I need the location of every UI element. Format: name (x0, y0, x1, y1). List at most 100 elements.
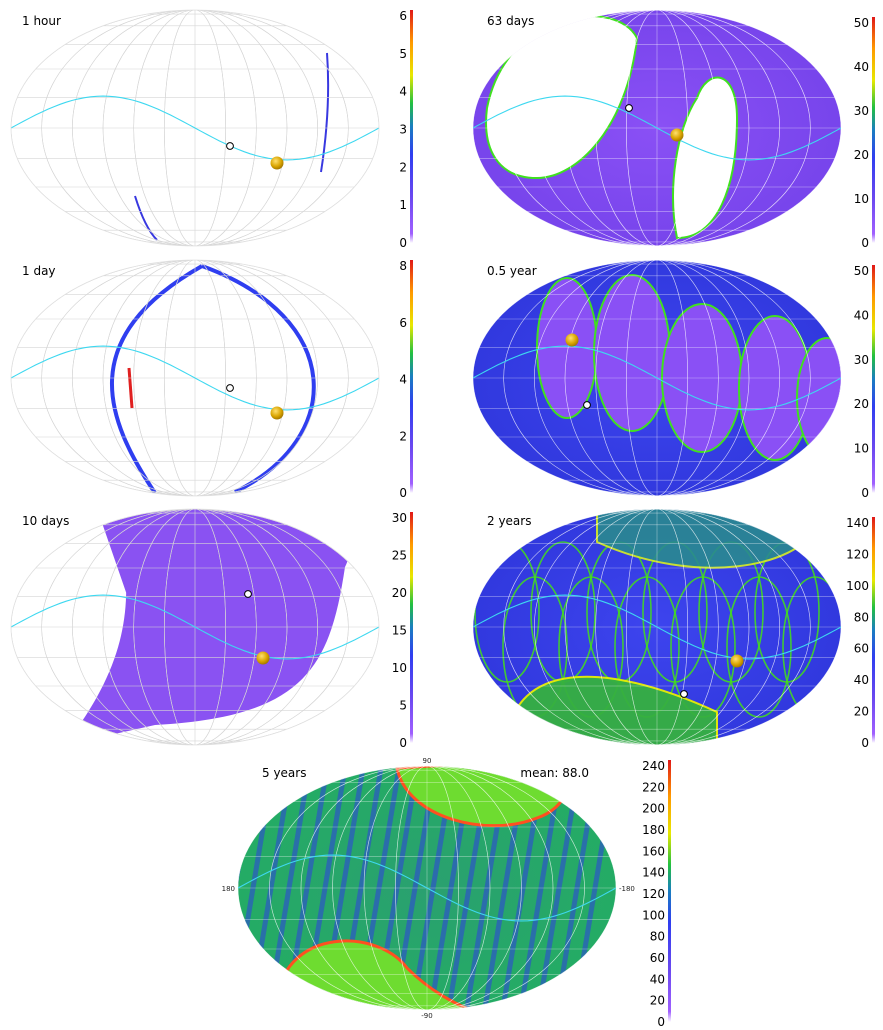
colorbar-tick-label: 200 (642, 802, 665, 816)
colorbar-tick-label: 10 (854, 192, 869, 206)
colorbar-tick-label: 120 (642, 887, 665, 901)
colorbar-tick-label: 0 (399, 736, 407, 750)
colorbar-tick-label: 240 (642, 759, 665, 773)
colorbar-tick-label: 0 (399, 486, 407, 500)
colorbar-tick-label: 60 (650, 951, 665, 965)
colorbar-tick-label: 220 (642, 780, 665, 794)
colorbar-tick-label: 5 (399, 699, 407, 713)
colorbar-tick-label: 140 (642, 866, 665, 880)
sky-map-p2: 63 days (473, 10, 841, 246)
colorbar-tick-label: 20 (854, 148, 869, 162)
coverage-ring (796, 337, 841, 459)
colorbar-tick-label: 3 (399, 123, 407, 137)
colorbar-tick-label: 60 (854, 642, 869, 656)
colorbar-gradient (872, 517, 875, 743)
colorbar-tick-label: 20 (854, 397, 869, 411)
axis-label-bottom: -90 (421, 1012, 432, 1020)
earth-marker (226, 142, 234, 150)
colorbar-gradient (668, 760, 671, 1022)
colorbar-tick-label: 0 (861, 486, 869, 500)
sky-map-p3: 1 day (10, 259, 380, 497)
sky-map-outline (10, 259, 380, 497)
sky-map-p6: 2 years (473, 509, 841, 745)
colorbar-tick-label: 140 (846, 516, 869, 530)
sky-map-body (473, 10, 841, 246)
earth-marker (226, 384, 234, 392)
earth-marker (244, 590, 252, 598)
sun-marker (256, 651, 270, 665)
sky-map-body (473, 260, 841, 496)
colorbar-p4: 0 10 20 30 40 50 (854, 264, 875, 500)
colorbar-tick-label: 40 (650, 972, 665, 986)
colorbar-tick-label: 20 (392, 586, 407, 600)
colorbar-tick-label: 1 (399, 198, 407, 212)
sky-map-body (11, 509, 379, 745)
axis-label-left: 180 (222, 885, 235, 893)
panel-label: 2 years (487, 514, 531, 528)
sky-map-outline (10, 508, 380, 746)
colorbar-tick-label: 30 (854, 104, 869, 118)
colorbar-tick-label: 160 (642, 844, 665, 858)
colorbar-tick-label: 25 (392, 549, 407, 563)
colorbar-tick-label: 4 (399, 373, 407, 387)
colorbar-tick-label: 10 (392, 661, 407, 675)
colorbar-gradient (872, 265, 875, 493)
colorbar-tick-label: 6 (399, 9, 407, 23)
colorbar-tick-label: 0 (657, 1015, 665, 1029)
coverage-trace (134, 195, 158, 241)
ecliptic-line (473, 594, 841, 660)
panel-label: 10 days (22, 514, 69, 528)
axis-label-top: 90 (423, 757, 432, 765)
colorbar-tick-label: 80 (650, 930, 665, 944)
coverage-hotspot (127, 367, 134, 409)
sky-map-body (11, 260, 379, 496)
mean-label: mean: 88.0 (520, 766, 589, 780)
panel-label: 1 hour (22, 14, 61, 28)
sky-map-p5: 10 days (10, 508, 380, 746)
ecliptic-line (11, 345, 379, 411)
colorbar-tick-label: 30 (854, 353, 869, 367)
colorbar-tick-label: 4 (399, 85, 407, 99)
colorbar-tick-label: 0 (861, 236, 869, 250)
ecliptic-line (11, 594, 379, 660)
colorbar-tick-label: 15 (392, 624, 407, 638)
sky-map-body (11, 10, 379, 246)
colorbar-tick-label: 6 (399, 316, 407, 330)
colorbar-tick-label: 8 (399, 259, 407, 273)
colorbar-tick-label: 80 (854, 610, 869, 624)
colorbar-tick-label: 30 (392, 511, 407, 525)
colorbar-tick-label: 40 (854, 60, 869, 74)
colorbar-p2: 0 10 20 30 40 50 (854, 16, 875, 250)
colorbar-tick-label: 100 (642, 908, 665, 922)
sky-map-p1: 1 hour (10, 9, 380, 247)
panel-label: 63 days (487, 14, 534, 28)
colorbar-gradient (410, 10, 413, 243)
sun-marker (270, 406, 284, 420)
coverage-gap (672, 76, 739, 240)
colorbar-tick-label: 50 (854, 16, 869, 30)
colorbar-tick-label: 50 (854, 264, 869, 278)
panel-label: 5 years (262, 766, 306, 780)
sun-marker (565, 333, 579, 347)
colorbar-gradient (872, 17, 875, 243)
panel-label: 0.5 year (487, 264, 537, 278)
colorbar-tick-label: 10 (854, 442, 869, 456)
sky-map-p4: 0.5 year (473, 260, 841, 496)
coverage-region (65, 509, 350, 745)
colorbar-p7: 0 20 40 60 80 100 120 140 160 180 200 220 240 (642, 759, 671, 1029)
sky-map-p7: 5 years mean: 88.0 90 -90 180 -180 (222, 757, 635, 1020)
ecliptic-line (473, 95, 841, 161)
colorbar-tick-label: 0 (399, 236, 407, 250)
colorbar-tick-label: 40 (854, 673, 869, 687)
panel-label: 1 day (22, 264, 56, 278)
sun-marker (730, 654, 744, 668)
colorbar-tick-label: 0 (861, 736, 869, 750)
colorbar-gradient (410, 260, 413, 493)
sun-marker (270, 156, 284, 170)
ecliptic-line (238, 854, 616, 922)
sky-map-body (473, 509, 841, 745)
colorbar-p5: 0 5 10 15 20 25 30 (392, 511, 413, 750)
colorbar-tick-label: 2 (399, 429, 407, 443)
earth-marker (583, 401, 591, 409)
